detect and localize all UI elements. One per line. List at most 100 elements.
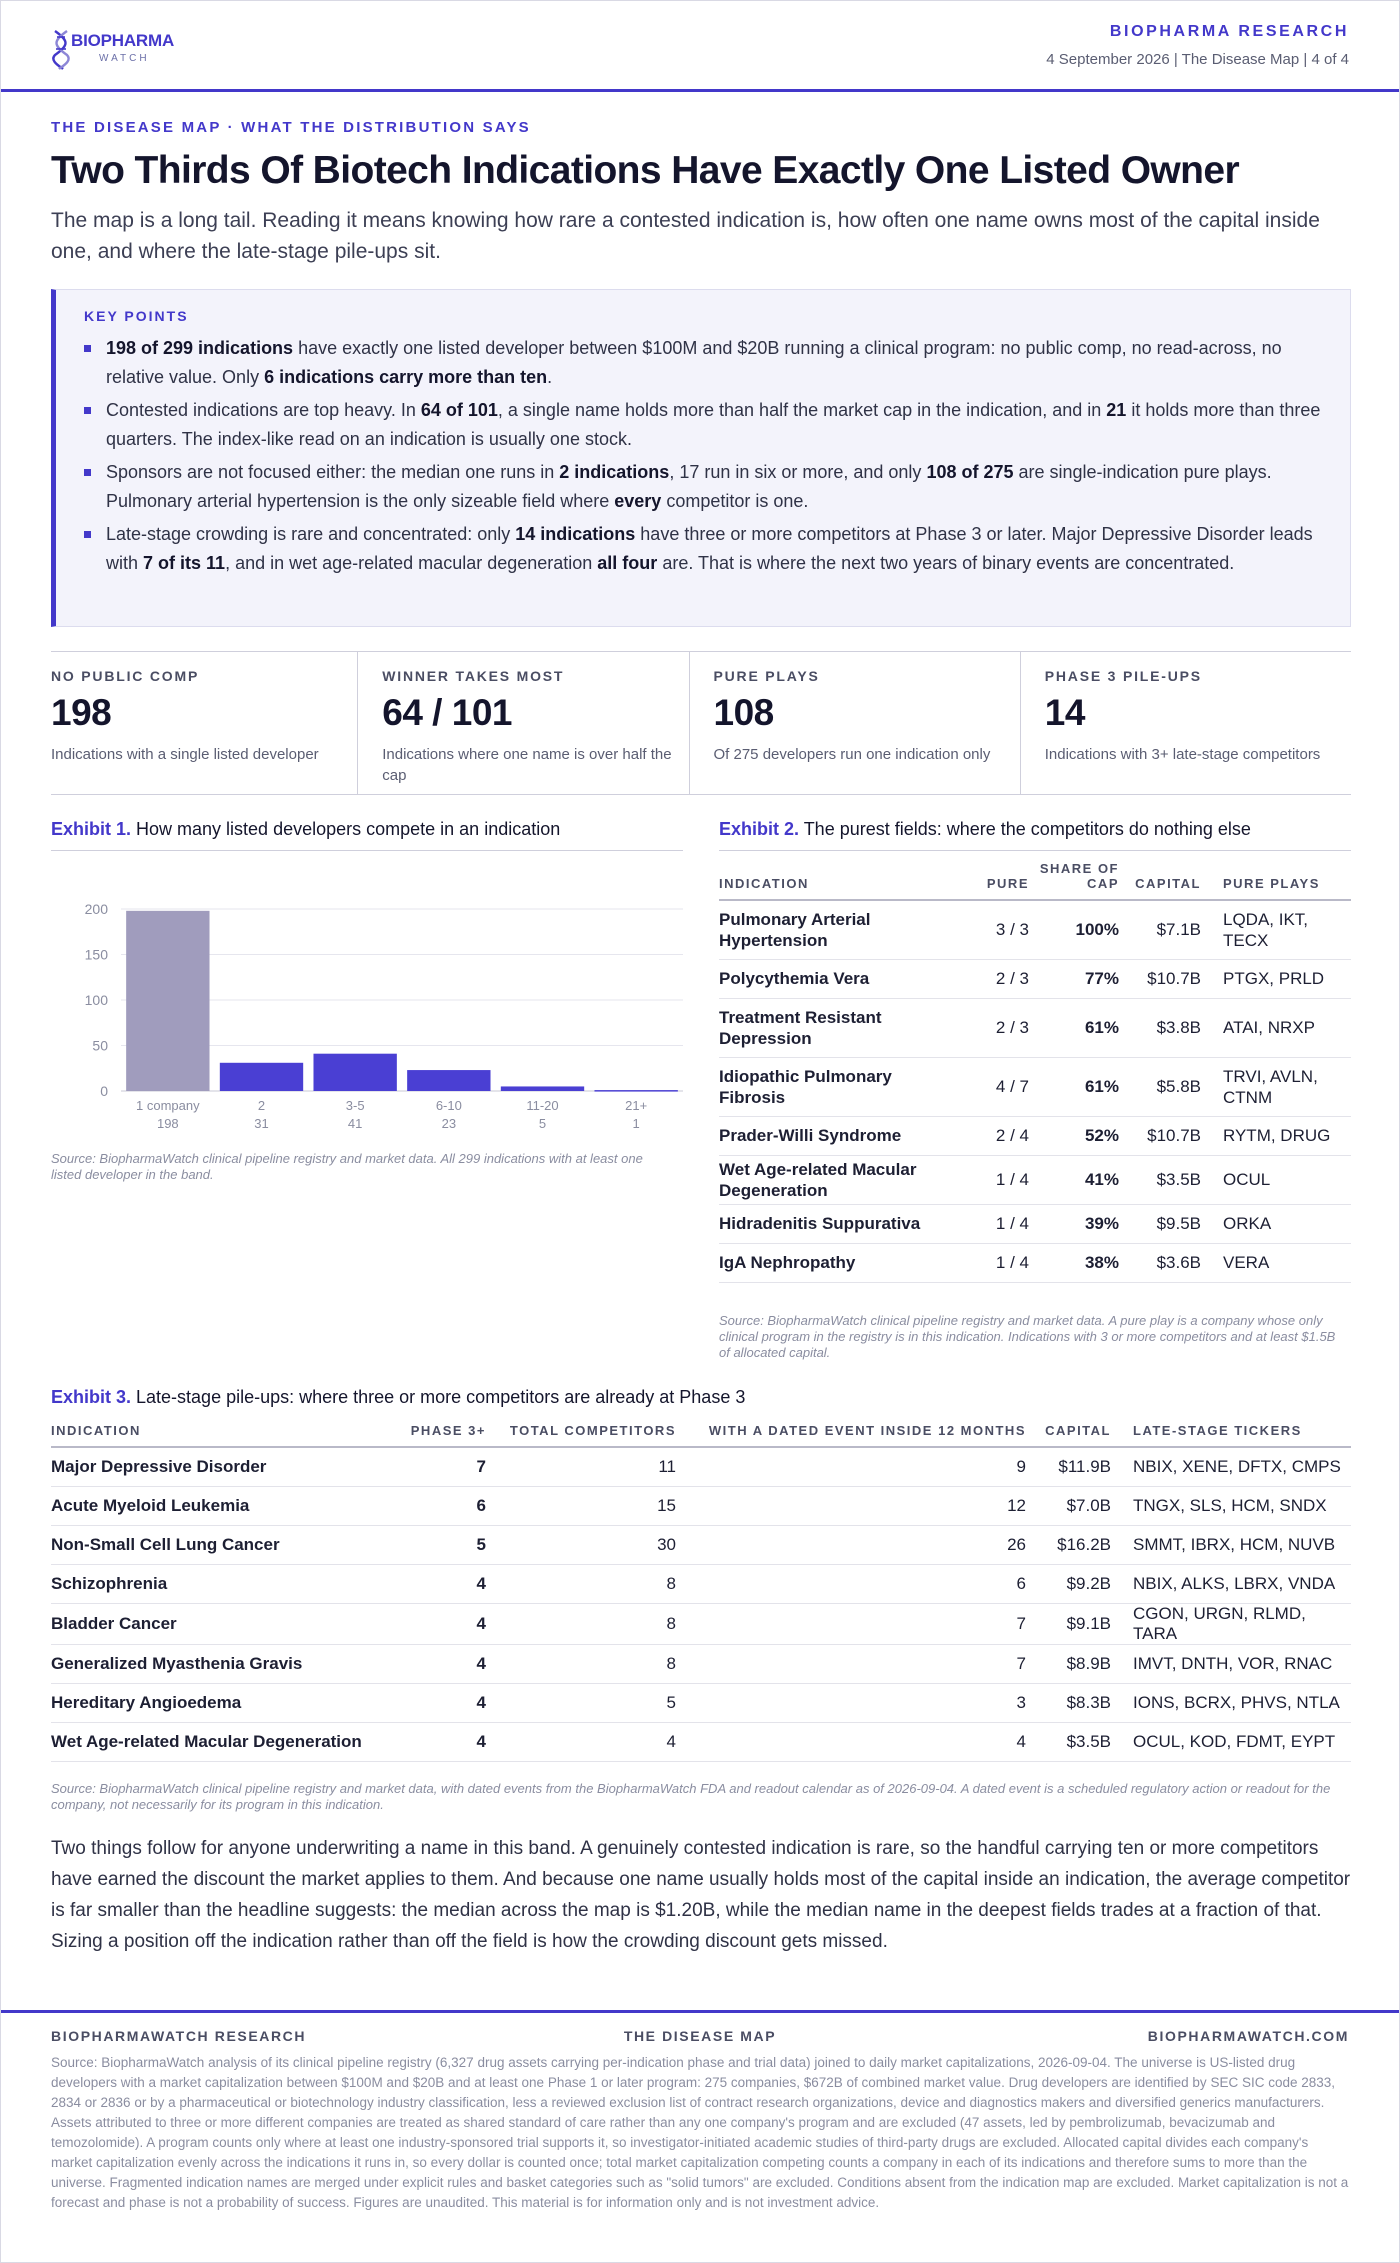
key-points-title: KEY POINTS — [84, 308, 189, 324]
cell-dated: 6 — [676, 1564, 1026, 1604]
bar — [500, 1086, 585, 1091]
cell-share: 100% — [1029, 900, 1119, 960]
cell-share: 61% — [1029, 1057, 1119, 1117]
bar — [219, 1062, 304, 1091]
cell-total: 30 — [486, 1525, 676, 1565]
key-point-text: have three or more competitors at Phase … — [106, 524, 1313, 573]
bar-value-label: 23 — [442, 1116, 456, 1131]
logo-wordmark: BIOPHARMA — [71, 31, 175, 50]
table-row: Pulmonary Arterial Hypertension 3 / 3 100%… — [719, 900, 1351, 960]
cell-plays: LQDA, IKT, TECX — [1201, 900, 1351, 960]
cell-phase3: 4 — [406, 1644, 486, 1684]
cell-pure: 2 / 4 — [969, 1116, 1029, 1156]
column-header: CAPITAL — [1026, 1423, 1111, 1448]
table-row: Wet Age-related Macular Degeneration 1 / … — [719, 1155, 1351, 1205]
cell-indication: Non-Small Cell Lung Cancer — [51, 1525, 406, 1565]
kpi-label: PHASE 3 PILE-UPS — [1044, 668, 1202, 684]
cell-share: 39% — [1029, 1204, 1119, 1244]
exhibit-3-number: Exhibit 3. — [51, 1387, 132, 1407]
exhibit-2-source: Source: BiopharmaWatch clinical pipeline… — [719, 1313, 1336, 1360]
key-point-text: , a single name holds more than half the… — [497, 400, 1107, 420]
bar — [313, 1053, 397, 1091]
column-header: PURE PLAYS — [1201, 861, 1351, 901]
cell-dated: 4 — [676, 1722, 1026, 1762]
kpi-card: NO PUBLIC COMP 198 Indications with a sing… — [51, 652, 359, 794]
key-point-emphasis: 21 — [1106, 400, 1127, 420]
cell-capital: $9.1B — [1026, 1603, 1111, 1645]
key-point-text: are. That is where the next two years of… — [657, 553, 1235, 573]
key-points-box: KEY POINTS 198 of 299 indications have e… — [51, 289, 1351, 627]
key-point-text: it holds more than three quarters. The i… — [106, 400, 1321, 449]
cell-indication: Pulmonary Arterial Hypertension — [719, 900, 969, 960]
header-meta: 4 September 2026 | The Disease Map | 4 o… — [1046, 51, 1349, 68]
logo-subtitle: WATCH — [99, 53, 150, 64]
kpi-label: WINNER TAKES MOST — [382, 668, 565, 684]
table-header-row: INDICATION PURE SHARE OF CAP CAPITAL PURE PL… — [719, 861, 1351, 901]
exhibit-2-title: Exhibit 2. The purest fields: where the … — [719, 819, 1351, 851]
kpi-value: 14 — [1044, 692, 1086, 733]
key-point-emphasis: every — [614, 491, 662, 511]
cell-pure: 2 / 3 — [969, 998, 1029, 1058]
bar — [594, 1090, 678, 1092]
column-header: PHASE 3+ — [406, 1423, 486, 1448]
cell-capital: $16.2B — [1026, 1525, 1111, 1565]
table-row: Generalized Myasthenia Gravis 4 8 7 $8.9B IMV… — [51, 1644, 1351, 1684]
cell-capital: $7.1B — [1119, 900, 1201, 960]
table-row: Treatment Resistant Depression 2 / 3 61% $3… — [719, 998, 1351, 1058]
table-row: Acute Myeloid Leukemia 6 15 12 $7.0B TNGX, SL… — [51, 1486, 1351, 1526]
footer-left: BIOPHARMAWATCH RESEARCH — [51, 2028, 307, 2044]
cell-total: 8 — [486, 1644, 676, 1684]
cell-capital: $8.9B — [1026, 1644, 1111, 1684]
key-point-text: . — [547, 367, 553, 387]
exhibit-1-title-text: How many listed developers compete in an… — [131, 819, 561, 839]
exhibit-2-header: Exhibit 2. The purest fields: where the … — [719, 819, 1351, 851]
kpi-label: PURE PLAYS — [713, 668, 820, 684]
key-point-text: are single-indication pure plays. Pulmon… — [106, 462, 1272, 511]
key-point-item: Contested indications are top heavy. In … — [84, 396, 1326, 454]
key-point-emphasis: 64 of 101 — [420, 400, 498, 420]
cell-dated: 9 — [676, 1447, 1026, 1487]
cell-indication: Idiopathic Pulmonary Fibrosis — [719, 1057, 969, 1117]
exhibit-2-title-text: The purest fields: where the competitors… — [799, 819, 1251, 839]
kpi-card: WINNER TAKES MOST 64 / 101 Indications whe… — [358, 652, 690, 794]
y-tick-label: 100 — [85, 992, 109, 1008]
cell-pure: 2 / 3 — [969, 959, 1029, 999]
cell-share: 41% — [1029, 1155, 1119, 1205]
kpi-caption: Indications with 3+ late-stage competito… — [1044, 746, 1321, 763]
cell-total: 8 — [486, 1603, 676, 1645]
key-point-item: Late-stage crowding is rare and concentr… — [84, 520, 1326, 578]
cell-capital: $3.8B — [1119, 998, 1201, 1058]
cell-dated: 7 — [676, 1644, 1026, 1684]
header-rule — [1, 89, 1399, 92]
cell-pure: 1 / 4 — [969, 1243, 1029, 1283]
cell-indication: IgA Nephropathy — [719, 1243, 969, 1283]
column-header: TOTAL COMPETITORS — [486, 1423, 676, 1448]
cell-tickers: TNGX, SLS, HCM, SNDX — [1111, 1486, 1351, 1526]
y-tick-label: 50 — [92, 1038, 108, 1054]
key-point-item: Sponsors are not focused either: the med… — [84, 458, 1326, 516]
cell-pure: 1 / 4 — [969, 1204, 1029, 1244]
exhibit-3-source: Source: BiopharmaWatch clinical pipeline… — [51, 1781, 1331, 1812]
header-right: BIOPHARMA RESEARCH 4 September 2026 | Th… — [1046, 23, 1349, 68]
cell-capital: $7.0B — [1026, 1486, 1111, 1526]
x-tick-label: 21+ — [625, 1098, 647, 1113]
kpi-strip: NO PUBLIC COMP 198 Indications with a sing… — [51, 651, 1351, 795]
exhibit-2-number: Exhibit 2. — [719, 819, 800, 839]
cell-tickers: CGON, URGN, RLMD, TARA — [1111, 1603, 1351, 1645]
brand-name: BIOPHARMA RESEARCH — [1109, 23, 1349, 40]
cell-indication: Schizophrenia — [51, 1564, 406, 1604]
key-points-list: 198 of 299 indications have exactly one … — [84, 334, 1326, 582]
cell-total: 11 — [486, 1447, 676, 1487]
key-point-emphasis: 108 of 275 — [926, 462, 1014, 482]
kicker: THE DISEASE MAP · WHAT THE DISTRIBUTION … — [51, 119, 531, 136]
cell-tickers: SMMT, IBRX, HCM, NUVB — [1111, 1525, 1351, 1565]
footer-right-link[interactable]: BIOPHARMAWATCH.COM — [1147, 2028, 1349, 2044]
table-row: Idiopathic Pulmonary Fibrosis 4 / 7 61% $5.… — [719, 1057, 1351, 1117]
footer-row: BIOPHARMAWATCH RESEARCH THE DISEASE MAP … — [51, 2028, 1349, 2044]
y-tick-label: 200 — [85, 901, 109, 917]
bar — [126, 910, 210, 1091]
cell-capital: $10.7B — [1119, 959, 1201, 999]
table-row: Hereditary Angioedema 4 5 3 $8.3B IONS, BCRX,… — [51, 1683, 1351, 1723]
table-row: Bladder Cancer 4 8 7 $9.1B CGON, URGN, RLMD, … — [51, 1603, 1351, 1645]
